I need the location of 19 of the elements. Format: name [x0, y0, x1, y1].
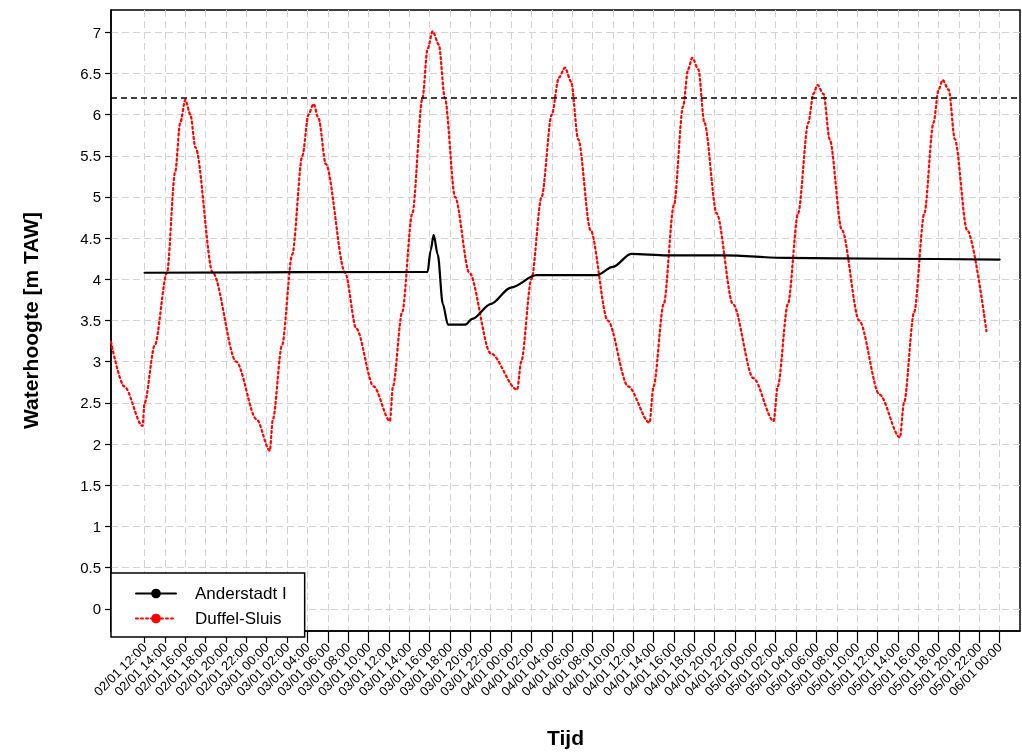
y-tick-label: 3	[92, 353, 101, 371]
y-tick-label: 5.5	[80, 147, 101, 165]
legend-label: Anderstadt I	[195, 584, 287, 603]
y-tick-label: 0.5	[80, 559, 101, 577]
y-tick-label: 4.5	[80, 229, 101, 247]
y-tick-label: 3.5	[80, 312, 101, 329]
x-axis-title: Tijd	[547, 726, 584, 749]
y-tick-label: 0	[92, 600, 101, 618]
y-tick-label: 1	[92, 517, 101, 535]
y-tick-label: 5	[92, 188, 101, 206]
y-tick-label: 6	[92, 106, 101, 124]
y-tick-label: 2.5	[80, 394, 101, 412]
y-tick-label: 7	[92, 23, 101, 41]
y-tick-label: 1.5	[80, 476, 101, 494]
y-tick-label: 6.5	[80, 64, 101, 82]
y-tick-label: 4	[92, 270, 101, 288]
legend-label: Duffel-Sluis	[195, 609, 282, 628]
y-axis-title: Waterhoogte [m TAW]	[19, 212, 42, 429]
y-tick-label: 2	[92, 435, 101, 453]
